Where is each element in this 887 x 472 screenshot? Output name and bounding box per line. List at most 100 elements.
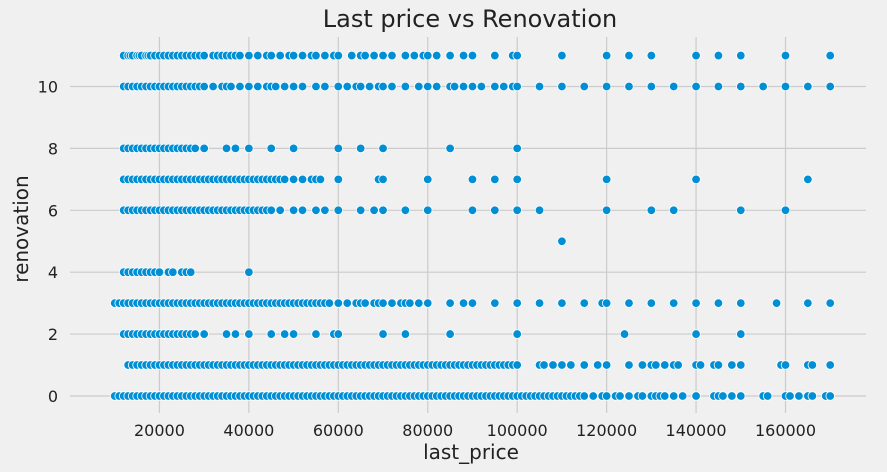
data-point bbox=[333, 174, 344, 185]
data-point bbox=[512, 143, 522, 154]
data-point bbox=[199, 81, 209, 92]
data-point bbox=[499, 81, 509, 92]
data-point bbox=[324, 298, 335, 308]
data-point bbox=[825, 360, 835, 370]
y-tick-label: 2 bbox=[48, 325, 58, 344]
data-point bbox=[677, 391, 688, 401]
data-point bbox=[713, 298, 724, 308]
data-point bbox=[579, 298, 589, 308]
data-point bbox=[253, 50, 263, 61]
data-point bbox=[825, 50, 835, 61]
data-point bbox=[244, 267, 254, 277]
data-point bbox=[253, 81, 263, 92]
data-point bbox=[333, 143, 344, 154]
data-point bbox=[244, 50, 254, 61]
y-axis-ticks: 0 2 4 6 8 10 bbox=[38, 78, 58, 406]
data-point bbox=[825, 81, 835, 92]
x-tick-label: 20000 bbox=[134, 421, 185, 440]
data-point bbox=[378, 174, 388, 185]
data-point bbox=[271, 81, 281, 92]
data-point bbox=[780, 81, 791, 92]
data-point bbox=[548, 360, 558, 370]
data-point bbox=[736, 205, 746, 216]
data-point bbox=[387, 50, 397, 61]
data-point bbox=[758, 81, 768, 92]
data-point bbox=[691, 298, 701, 308]
data-point bbox=[186, 267, 196, 277]
data-point bbox=[624, 360, 634, 370]
data-point bbox=[355, 205, 366, 216]
data-point bbox=[400, 50, 411, 61]
data-point bbox=[355, 81, 366, 92]
x-tick-label: 80000 bbox=[402, 421, 453, 440]
data-point bbox=[601, 360, 612, 370]
data-point bbox=[423, 298, 433, 308]
data-point bbox=[288, 205, 299, 216]
y-axis-label: renovation bbox=[9, 175, 33, 282]
data-point bbox=[566, 360, 576, 370]
data-point bbox=[311, 50, 321, 61]
data-point bbox=[288, 329, 299, 339]
data-point bbox=[288, 143, 299, 154]
data-point bbox=[588, 391, 598, 401]
data-point bbox=[557, 236, 567, 246]
data-points bbox=[110, 50, 835, 401]
data-point bbox=[199, 143, 209, 154]
data-point bbox=[230, 329, 241, 339]
data-point bbox=[601, 391, 612, 401]
data-point bbox=[557, 50, 567, 61]
data-point bbox=[624, 391, 634, 401]
data-point bbox=[691, 391, 701, 401]
data-point bbox=[320, 205, 330, 216]
data-point bbox=[423, 205, 433, 216]
data-point bbox=[311, 329, 321, 339]
data-point bbox=[512, 205, 522, 216]
data-point bbox=[579, 391, 589, 401]
data-point bbox=[534, 81, 545, 92]
data-point bbox=[423, 81, 433, 92]
data-point bbox=[624, 50, 634, 61]
data-point bbox=[297, 174, 308, 185]
data-point bbox=[378, 205, 388, 216]
data-point bbox=[423, 174, 433, 185]
data-point bbox=[449, 81, 460, 92]
y-tick-label: 0 bbox=[48, 387, 58, 406]
data-point bbox=[736, 360, 746, 370]
data-point bbox=[333, 81, 344, 92]
data-point bbox=[736, 81, 746, 92]
data-point bbox=[378, 81, 388, 92]
data-point bbox=[190, 143, 200, 154]
data-point bbox=[311, 205, 321, 216]
data-point bbox=[490, 298, 500, 308]
data-point bbox=[414, 298, 424, 308]
data-point bbox=[646, 298, 657, 308]
data-point bbox=[592, 360, 603, 370]
data-point bbox=[512, 174, 522, 185]
data-point bbox=[736, 298, 746, 308]
data-point bbox=[713, 360, 724, 370]
y-tick-label: 8 bbox=[48, 139, 58, 158]
data-point bbox=[221, 143, 232, 154]
data-point bbox=[235, 50, 245, 61]
data-point bbox=[691, 174, 701, 185]
data-point bbox=[423, 50, 433, 61]
data-point bbox=[360, 50, 370, 61]
data-point bbox=[490, 205, 500, 216]
data-point bbox=[221, 329, 232, 339]
x-tick-label: 100000 bbox=[487, 421, 548, 440]
data-point bbox=[297, 205, 308, 216]
data-point bbox=[615, 391, 625, 401]
data-point bbox=[400, 329, 411, 339]
data-point bbox=[490, 174, 500, 185]
data-point bbox=[333, 50, 344, 61]
data-point bbox=[691, 50, 701, 61]
data-point bbox=[387, 81, 397, 92]
data-point bbox=[736, 329, 746, 339]
data-point bbox=[539, 360, 549, 370]
data-point bbox=[490, 50, 500, 61]
data-point bbox=[244, 81, 254, 92]
data-point bbox=[579, 81, 589, 92]
data-point bbox=[669, 81, 679, 92]
data-point bbox=[414, 81, 424, 92]
